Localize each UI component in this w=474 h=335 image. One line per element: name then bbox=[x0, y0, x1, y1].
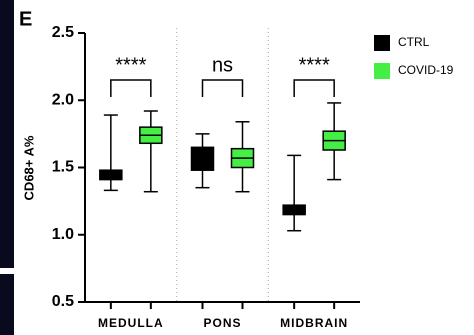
legend-swatch bbox=[374, 35, 390, 51]
y-tick-label: 1.5 bbox=[52, 159, 74, 176]
image-strip bbox=[0, 0, 14, 268]
y-tick-label: 1.0 bbox=[52, 226, 74, 243]
y-tick-label: 2.5 bbox=[52, 24, 74, 41]
significance-label: **** bbox=[115, 54, 146, 76]
image-strip bbox=[0, 274, 14, 335]
significance-bracket bbox=[203, 80, 243, 97]
y-axis-label: CD68+ A% bbox=[21, 135, 36, 200]
x-tick-label: PONS bbox=[203, 316, 241, 330]
significance-bracket bbox=[111, 80, 151, 97]
chart: E CD68+ A% 0.5 1.0 1.5 2.0 2.5 MEDULLA **** PON… bbox=[0, 0, 474, 335]
legend-label: CTRL bbox=[398, 35, 430, 49]
y-tick-label: 0.5 bbox=[52, 293, 74, 310]
legend-swatch bbox=[374, 63, 390, 79]
panel-label: E bbox=[19, 8, 32, 30]
significance-label: ns bbox=[212, 54, 233, 76]
significance-label: **** bbox=[299, 54, 330, 76]
x-tick-label: MIDBRAIN bbox=[280, 316, 348, 330]
y-tick-label: 2.0 bbox=[52, 91, 74, 108]
significance-bracket bbox=[294, 80, 334, 97]
x-tick-label: MEDULLA bbox=[98, 316, 164, 330]
legend-label: COVID-19 bbox=[398, 63, 454, 77]
